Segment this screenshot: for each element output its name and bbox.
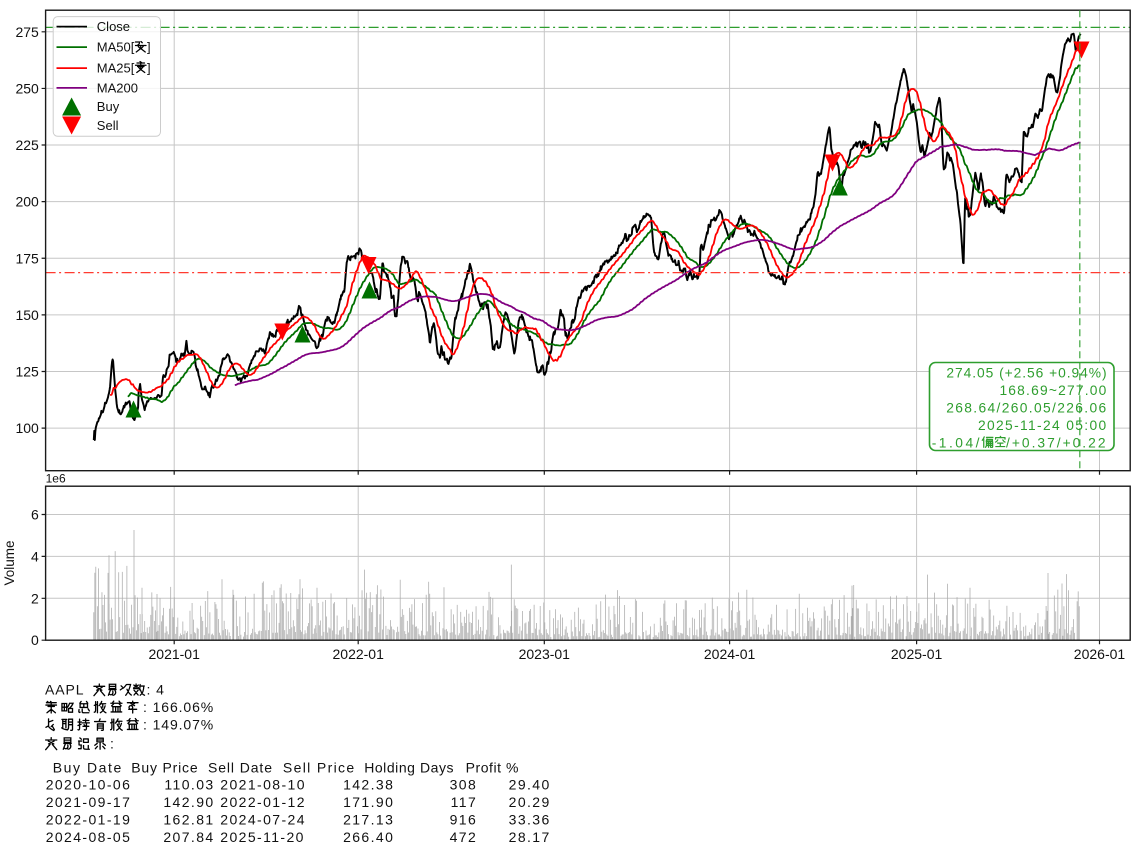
svg-text:2023-01: 2023-01 xyxy=(519,646,571,662)
svg-text:Holding Days: Holding Days xyxy=(364,759,454,775)
svg-text:168.69~277.00: 168.69~277.00 xyxy=(999,383,1107,398)
svg-text:1e6: 1e6 xyxy=(46,472,66,486)
svg-text:225: 225 xyxy=(15,137,39,153)
svg-text:]: ] xyxy=(147,40,151,55)
svg-text:Buy Price: Buy Price xyxy=(131,759,198,775)
svg-text:Volume: Volume xyxy=(2,540,17,585)
svg-text:28.17: 28.17 xyxy=(509,829,551,845)
svg-text:2026-01: 2026-01 xyxy=(1074,646,1126,662)
svg-text:2024-07-24: 2024-07-24 xyxy=(220,812,306,828)
svg-text:0: 0 xyxy=(31,632,39,648)
svg-text:100: 100 xyxy=(15,420,39,436)
svg-text:-1.04/: -1.04/ xyxy=(932,435,982,450)
svg-text:175: 175 xyxy=(15,250,39,266)
svg-text:217.13: 217.13 xyxy=(343,812,394,828)
svg-text:: 149.07%: : 149.07% xyxy=(143,717,214,733)
svg-text:2022-01-19: 2022-01-19 xyxy=(46,812,132,828)
svg-text:MA50[: MA50[ xyxy=(97,40,135,55)
svg-text:: 166.06%: : 166.06% xyxy=(143,699,214,715)
svg-text:200: 200 xyxy=(15,194,39,210)
svg-text:Buy: Buy xyxy=(97,99,120,114)
svg-text:142.38: 142.38 xyxy=(343,777,394,793)
svg-text:/+0.37/+0.22: /+0.37/+0.22 xyxy=(1006,435,1108,450)
svg-text:2025-11-20: 2025-11-20 xyxy=(220,829,305,845)
svg-text:2024-01: 2024-01 xyxy=(704,646,756,662)
svg-text:AAPL: AAPL xyxy=(45,682,84,698)
svg-text:150: 150 xyxy=(15,307,39,323)
svg-text:33.36: 33.36 xyxy=(509,812,551,828)
svg-text:266.40: 266.40 xyxy=(343,829,394,845)
svg-text:6: 6 xyxy=(31,507,39,523)
svg-text:2021-08-10: 2021-08-10 xyxy=(220,777,306,793)
svg-text:472: 472 xyxy=(450,829,478,845)
svg-text:117: 117 xyxy=(451,794,478,810)
svg-text:274.05 (+2.56 +0.94%): 274.05 (+2.56 +0.94%) xyxy=(946,365,1107,380)
svg-text:4: 4 xyxy=(31,548,39,564)
svg-text:MA25[: MA25[ xyxy=(97,61,135,76)
svg-text:2021-09-17: 2021-09-17 xyxy=(46,794,132,810)
svg-text:Close: Close xyxy=(97,19,130,34)
svg-text:250: 250 xyxy=(15,80,39,96)
svg-text:275: 275 xyxy=(15,24,39,40)
svg-text:: 4: : 4 xyxy=(147,682,165,698)
svg-text:2022-01: 2022-01 xyxy=(333,646,385,662)
svg-text:142.90: 142.90 xyxy=(163,794,214,810)
svg-text:2021-01: 2021-01 xyxy=(149,646,201,662)
svg-text:2024-08-05: 2024-08-05 xyxy=(46,829,132,845)
svg-text:125: 125 xyxy=(15,364,39,380)
svg-text:308: 308 xyxy=(450,777,478,793)
svg-text:2020-10-06: 2020-10-06 xyxy=(46,777,132,793)
svg-text:2025-01: 2025-01 xyxy=(891,646,943,662)
svg-text:Profit %: Profit % xyxy=(466,759,519,775)
svg-text::: : xyxy=(110,736,114,752)
svg-text:207.84: 207.84 xyxy=(163,829,214,845)
svg-text:110.03: 110.03 xyxy=(164,777,214,793)
svg-text:268.64/260.05/226.06: 268.64/260.05/226.06 xyxy=(946,400,1107,415)
svg-text:Sell Price: Sell Price xyxy=(283,759,356,775)
svg-text:20.29: 20.29 xyxy=(509,794,551,810)
svg-text:162.81: 162.81 xyxy=(163,812,214,828)
svg-text:2022-01-12: 2022-01-12 xyxy=(220,794,306,810)
svg-text:MA200: MA200 xyxy=(97,81,138,96)
svg-text:2025-11-24 05:00: 2025-11-24 05:00 xyxy=(978,418,1108,433)
svg-text:Buy Date: Buy Date xyxy=(53,759,123,775)
svg-text:Sell: Sell xyxy=(97,118,119,133)
svg-text:Sell Date: Sell Date xyxy=(208,759,273,775)
svg-text:]: ] xyxy=(147,61,151,76)
svg-text:29.40: 29.40 xyxy=(509,777,551,793)
svg-text:2: 2 xyxy=(31,590,39,606)
svg-text:916: 916 xyxy=(450,812,478,828)
svg-text:171.90: 171.90 xyxy=(343,794,394,810)
